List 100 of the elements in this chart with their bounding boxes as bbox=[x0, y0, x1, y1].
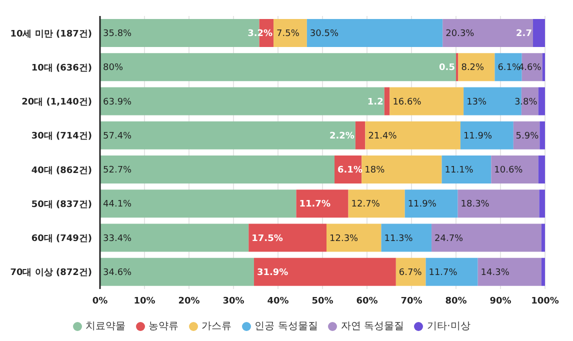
data-label: 13% bbox=[466, 97, 488, 108]
data-label: 6.7% bbox=[398, 268, 422, 278]
bar bbox=[381, 224, 432, 252]
x-tick-label: 60% bbox=[356, 296, 378, 306]
data-label: 11.3% bbox=[384, 234, 414, 244]
x-tick-label: 0% bbox=[92, 296, 108, 306]
bar bbox=[100, 87, 384, 116]
bar bbox=[254, 258, 396, 286]
bar bbox=[396, 258, 426, 286]
data-label: 17.5% bbox=[252, 234, 283, 244]
legend-label: 치료약물 bbox=[86, 321, 126, 332]
x-tick-label: 40% bbox=[267, 296, 289, 306]
y-tick-label: 10세 미만 (187건) bbox=[10, 29, 92, 40]
bar bbox=[538, 87, 545, 116]
x-tick-label: 100% bbox=[531, 296, 559, 306]
data-label: 11.9% bbox=[463, 131, 492, 142]
bar bbox=[100, 53, 456, 82]
bar bbox=[478, 258, 542, 286]
data-label: 31.9% bbox=[256, 268, 288, 278]
y-tick-label: 40대 (862건) bbox=[31, 166, 92, 176]
bar bbox=[491, 156, 538, 184]
data-label: 44.1% bbox=[103, 200, 132, 210]
data-label: 35.8% bbox=[103, 29, 132, 39]
data-label: 1.2 bbox=[367, 97, 384, 108]
data-label: 12.7% bbox=[351, 200, 380, 210]
data-label: 7.5% bbox=[276, 29, 300, 39]
data-label: 20.3% bbox=[446, 29, 475, 39]
bar bbox=[100, 121, 356, 150]
bar bbox=[362, 156, 442, 184]
data-label: 11.9% bbox=[408, 200, 437, 210]
x-tick-label: 20% bbox=[178, 296, 200, 306]
bar bbox=[542, 53, 545, 82]
data-label: 2.2% bbox=[329, 131, 354, 142]
bar bbox=[442, 19, 533, 47]
bar bbox=[458, 53, 495, 82]
bar bbox=[538, 156, 545, 184]
bar bbox=[390, 87, 464, 116]
data-label: 30.5% bbox=[310, 29, 339, 39]
bar bbox=[442, 156, 492, 184]
bar bbox=[541, 224, 545, 252]
data-label: 16.6% bbox=[392, 97, 422, 108]
data-label: 11.1% bbox=[444, 166, 474, 176]
x-tick-label: 80% bbox=[445, 296, 467, 306]
bar bbox=[426, 258, 478, 286]
data-label: 3.8% bbox=[514, 97, 538, 108]
bar bbox=[306, 19, 443, 47]
bar bbox=[384, 87, 390, 116]
y-tick-label: 60대 (749건) bbox=[31, 234, 92, 244]
legend-label: 농약류 bbox=[148, 321, 179, 332]
x-tick-label: 30% bbox=[222, 296, 244, 306]
x-tick-label: 90% bbox=[490, 296, 512, 306]
data-label: 18.3% bbox=[460, 200, 490, 210]
data-label: 2.7 bbox=[516, 29, 532, 39]
x-tick-label: 50% bbox=[312, 296, 334, 306]
bar bbox=[432, 224, 542, 252]
legend-label: 기타·미상 bbox=[427, 321, 470, 332]
bar bbox=[296, 190, 348, 218]
y-tick-label: 70대 이상 (872건) bbox=[10, 268, 92, 278]
data-label: 11.7% bbox=[428, 268, 458, 278]
bar bbox=[541, 258, 545, 286]
bar bbox=[326, 224, 382, 252]
data-label: 63.9% bbox=[103, 97, 132, 108]
y-tick-label: 10대 (636건) bbox=[31, 63, 92, 74]
data-label: 10.6% bbox=[494, 166, 524, 176]
data-label: 24.7% bbox=[434, 234, 464, 244]
data-label: 33.4% bbox=[103, 234, 132, 244]
legend-label: 가스류 bbox=[202, 321, 232, 332]
data-label: 11.7% bbox=[299, 200, 330, 210]
bar bbox=[404, 190, 458, 218]
bar bbox=[539, 190, 545, 218]
bar bbox=[100, 224, 249, 252]
data-label: 52.7% bbox=[103, 166, 132, 176]
y-tick-label: 50대 (837건) bbox=[31, 200, 92, 210]
x-tick-label: 10% bbox=[134, 296, 156, 306]
data-label: 21.4% bbox=[368, 131, 398, 142]
data-label: 8.2% bbox=[461, 63, 485, 74]
legend-label: 자연 독성물질 bbox=[340, 321, 404, 332]
y-tick-label: 20대 (1,140건) bbox=[22, 98, 92, 108]
bar bbox=[460, 121, 514, 150]
bar bbox=[540, 121, 545, 150]
bar bbox=[365, 121, 460, 150]
bar bbox=[348, 190, 405, 218]
data-label: 34.6% bbox=[103, 268, 132, 278]
data-label: 5.9% bbox=[516, 131, 540, 142]
data-label: 80% bbox=[103, 63, 124, 74]
data-label: 14.3% bbox=[480, 268, 510, 278]
data-label: 12.3% bbox=[330, 234, 359, 244]
data-label: 57.4% bbox=[103, 131, 132, 142]
bar bbox=[100, 258, 254, 286]
data-label: 0.5 bbox=[439, 63, 455, 74]
data-label: 18% bbox=[364, 166, 386, 176]
bar bbox=[532, 19, 545, 47]
y-tick-label: 30대 (714건) bbox=[31, 132, 92, 142]
bar bbox=[355, 121, 366, 150]
bar bbox=[274, 19, 307, 47]
bar bbox=[100, 156, 335, 184]
bar bbox=[248, 224, 327, 252]
legend-label: 인공 독성물질 bbox=[254, 321, 318, 332]
bar bbox=[100, 190, 296, 218]
x-tick-label: 70% bbox=[400, 296, 422, 306]
